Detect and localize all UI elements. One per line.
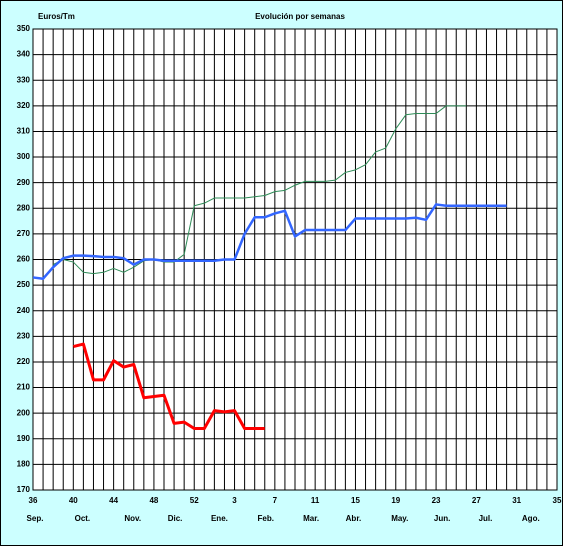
y-axis-label: Euros/Tm bbox=[38, 12, 75, 21]
y-tick-label: 240 bbox=[17, 306, 31, 315]
x-tick-label: 11 bbox=[311, 496, 320, 505]
month-label: Ene. bbox=[211, 514, 228, 523]
series-line bbox=[52, 105, 467, 275]
x-tick-label: 36 bbox=[29, 496, 38, 505]
x-tick-label: 7 bbox=[273, 496, 278, 505]
month-label: Oct. bbox=[75, 514, 91, 523]
x-tick-label: 48 bbox=[149, 496, 158, 505]
y-tick-label: 170 bbox=[17, 485, 31, 494]
month-label: Mar. bbox=[303, 514, 319, 523]
y-tick-label: 250 bbox=[17, 280, 31, 289]
month-label: Ago. bbox=[522, 514, 540, 523]
y-tick-label: 350 bbox=[17, 24, 31, 33]
month-label: Abr. bbox=[346, 514, 362, 523]
y-tick-label: 340 bbox=[17, 50, 31, 59]
x-tick-label: 31 bbox=[512, 496, 521, 505]
y-tick-label: 210 bbox=[17, 383, 31, 392]
month-label: Dic. bbox=[168, 514, 183, 523]
y-tick-label: 280 bbox=[17, 203, 31, 212]
x-tick-label: 40 bbox=[69, 496, 78, 505]
series-line bbox=[72, 342, 265, 431]
y-tick-label: 320 bbox=[17, 101, 31, 110]
x-tick-label: 44 bbox=[109, 496, 118, 505]
y-tick-label: 290 bbox=[17, 178, 31, 187]
y-tick-label: 190 bbox=[17, 434, 31, 443]
y-tick-label: 260 bbox=[17, 255, 31, 264]
x-tick-label: 23 bbox=[432, 496, 441, 505]
x-tick-label: 27 bbox=[472, 496, 481, 505]
y-tick-label: 230 bbox=[17, 331, 31, 340]
series-line bbox=[32, 203, 507, 280]
chart-title: Evolución por semanas bbox=[255, 12, 345, 21]
month-label: May. bbox=[391, 514, 408, 523]
month-label: Sep. bbox=[27, 514, 44, 523]
x-tick-label: 15 bbox=[351, 496, 360, 505]
x-tick-label: 19 bbox=[391, 496, 400, 505]
month-label: Jul. bbox=[479, 514, 493, 523]
y-tick-label: 310 bbox=[17, 127, 31, 136]
month-label: Nov. bbox=[124, 514, 141, 523]
y-tick-label: 200 bbox=[17, 408, 31, 417]
y-tick-label: 330 bbox=[17, 75, 31, 84]
month-label: Feb. bbox=[258, 514, 274, 523]
y-tick-label: 270 bbox=[17, 229, 31, 238]
y-tick-label: 180 bbox=[17, 459, 31, 468]
y-tick-label: 220 bbox=[17, 357, 31, 366]
x-tick-label: 3 bbox=[232, 496, 237, 505]
x-tick-label: 35 bbox=[553, 496, 562, 505]
y-tick-label: 300 bbox=[17, 152, 31, 161]
month-label: Jun. bbox=[434, 514, 450, 523]
x-tick-label: 52 bbox=[190, 496, 199, 505]
